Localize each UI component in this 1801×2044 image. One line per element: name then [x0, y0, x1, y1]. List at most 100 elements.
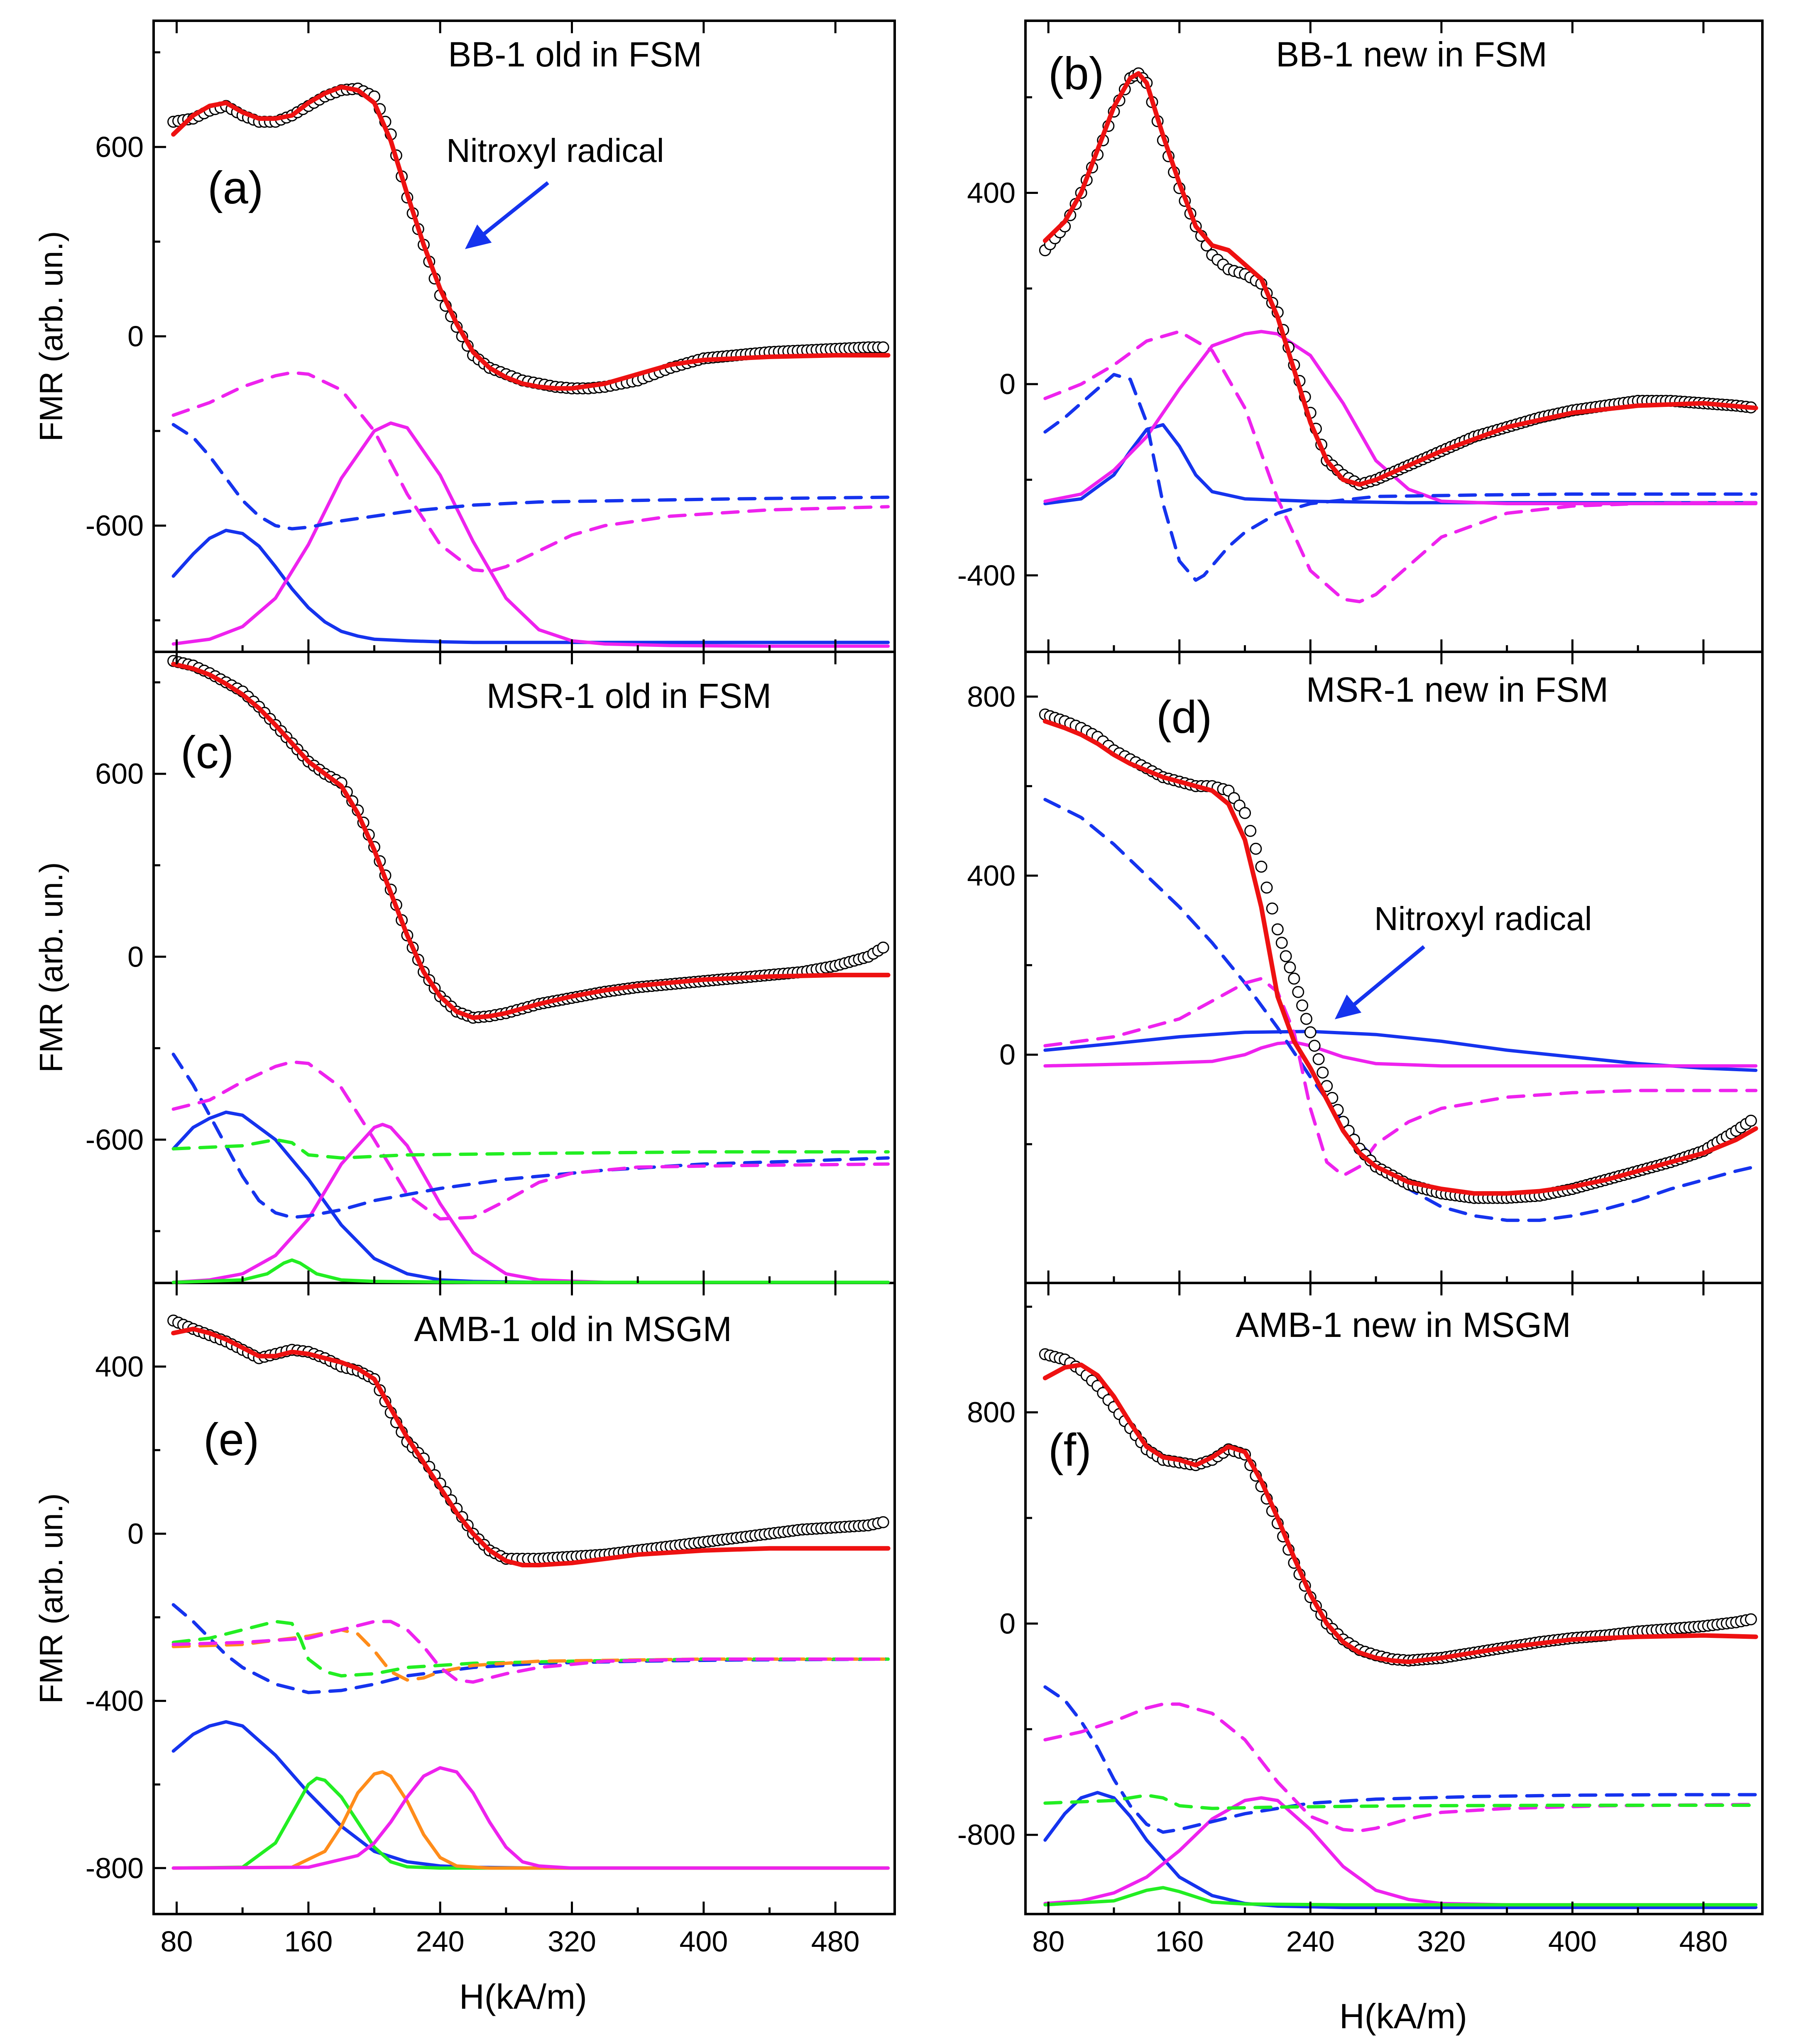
panel-d-annotation: Nitroxyl radical [1374, 900, 1592, 937]
panel-d-frame [1024, 651, 1764, 1284]
panel-c-frame [152, 651, 896, 1284]
panel-b-series-fit [1042, 71, 1758, 487]
panel-c-series-magenta-dispersion [171, 1060, 890, 1221]
panel-c-tag: (c) [181, 727, 234, 778]
panel-f-title: AMB-1 new in MSGM [1236, 1305, 1571, 1344]
panel-c-series-fit [171, 661, 891, 1020]
panel-f-xtick-label: 320 [1417, 1925, 1466, 1958]
panel-e-xtick-label: 160 [284, 1925, 333, 1958]
panel-e-series-fit [171, 1327, 891, 1567]
panel-d-data-point [1271, 923, 1284, 935]
panel-f-frame [1024, 1282, 1764, 1915]
panel-a-arrow-icon [476, 181, 549, 241]
panel-c-series-blue-dispersion [171, 1053, 890, 1219]
panel-e-ticks: 400 0 -400 -800 80 160 240 320 400 480 [86, 1283, 860, 1958]
panel-f-ticks: 800 0 -800 80 160 240 320 400 480 [957, 1283, 1728, 1958]
panel-f-series-blue-absorption [1043, 1791, 1758, 1909]
panel-d-data-point [1300, 1013, 1312, 1025]
panel-e-xtick-label: 80 [161, 1925, 193, 1958]
panel-f-series-fit [1042, 1362, 1758, 1665]
panel-d-series-magenta-absorption [1043, 1040, 1758, 1068]
panel-d-data-point [1239, 807, 1251, 819]
panel-d-ticks: 800 400 0 [967, 652, 1705, 1283]
panel-d-data-point [1250, 842, 1262, 855]
panel-d-arrow-icon [1350, 945, 1425, 1009]
panel-f-ytick-label: 800 [967, 1396, 1016, 1429]
panel-d-data-point [1296, 999, 1309, 1012]
panel-a-series-blue-absorption [171, 529, 890, 644]
panel-b-series-blue-dispersion [1043, 373, 1758, 582]
panel-b-series-magenta-absorption [1043, 330, 1758, 505]
panel-f-series-blue-dispersion [1043, 1685, 1758, 1834]
panel-e-ytick-label: -400 [86, 1685, 144, 1717]
panel-b-series-experiment [1039, 67, 1757, 491]
panel-d-ytick-label: 0 [999, 1038, 1016, 1071]
panel-d-tag: (d) [1156, 692, 1212, 743]
panel-d-series-magenta-dispersion [1043, 977, 1758, 1177]
panel-f-series-magenta-absorption [1043, 1796, 1758, 1907]
y-axis-label-a: FMR (arb. un.) [33, 231, 69, 441]
panel-d-series-blue-dispersion [1043, 798, 1758, 1222]
y-axis-label-c: FMR (arb. un.) [33, 862, 69, 1072]
panel-a-ytick-label: 600 [95, 131, 144, 163]
panel-a-series-experiment [167, 82, 889, 394]
panel-b-series [1039, 67, 1758, 604]
panel-f-xtick-label: 480 [1679, 1925, 1728, 1958]
panel-d-title: MSR-1 new in FSM [1306, 670, 1608, 709]
panel-b-frame [1024, 20, 1764, 653]
panel-a-arrowhead-icon [465, 224, 492, 249]
panel-a-series-fit [171, 85, 891, 391]
panel-e-series-green-dispersion [171, 1620, 890, 1678]
y-axis-label-e: FMR (arb. un.) [33, 1493, 69, 1704]
panel-d-series-fit [1042, 719, 1758, 1196]
panel-c-ytick-label: -600 [86, 1124, 144, 1156]
panel-e-xtick-label: 320 [548, 1925, 596, 1958]
panel-f-series [1039, 1348, 1758, 1909]
panel-c-data-point [877, 941, 889, 954]
panel-e-frame [152, 1282, 896, 1915]
panel-d-data-point [1292, 986, 1304, 998]
panel-b-ytick-label: -400 [957, 559, 1016, 592]
panel-c-title: MSR-1 old in FSM [487, 676, 771, 715]
panel-a-series-magenta-dispersion [171, 371, 890, 573]
panel-f-xtick-label: 400 [1548, 1925, 1597, 1958]
panel-e-xtick-label: 400 [679, 1925, 728, 1958]
panel-d-data-point [1255, 860, 1268, 873]
x-axis-label-right: H(kA/m) [1339, 1997, 1467, 2036]
panel-d-data-point [1244, 825, 1257, 837]
panel-c-ticks: 600 0 -600 [86, 652, 837, 1283]
panel-e-ytick-label: 400 [95, 1350, 144, 1383]
x-axis-label-left: H(kA/m) [459, 1977, 587, 2016]
panel-f-ytick-label: 0 [999, 1607, 1016, 1640]
panel-d-data-point [1745, 1114, 1757, 1127]
panel-d-data-point [1284, 961, 1296, 974]
panel-d-data-point [1275, 937, 1288, 949]
panel-a-tag: (a) [208, 162, 263, 213]
panel-b-ticks: 400 0 -400 [957, 21, 1705, 652]
panel-d-ytick-label: 800 [967, 681, 1016, 713]
panel-e-ytick-label: -800 [86, 1852, 144, 1884]
panel-c-series-magenta-absorption [171, 1123, 890, 1284]
panel-e-tag: (e) [203, 1414, 259, 1465]
panel-a-ytick-label: 0 [127, 320, 144, 352]
panel-f-series-magenta-dispersion [1043, 1702, 1758, 1833]
panel-e-series-magenta-dispersion [171, 1620, 890, 1684]
panel-c-ytick-label: 600 [95, 758, 144, 790]
panel-d-data-point [1304, 1026, 1316, 1038]
panel-b-series-blue-absorption [1043, 423, 1758, 505]
panel-f-series-green-dispersion [1043, 1793, 1758, 1810]
panel-a-series [167, 82, 891, 648]
panel-e-series-green-absorption [171, 1776, 890, 1870]
panel-d-ytick-label: 400 [967, 859, 1016, 892]
panel-d-data-point [1288, 972, 1300, 985]
panel-f-xtick-label: 80 [1032, 1925, 1064, 1958]
panel-f-series-experiment [1039, 1348, 1757, 1667]
panel-e-ytick-label: 0 [127, 1518, 144, 1550]
panel-c-series-green-absorption [171, 1258, 890, 1284]
panel-a-title: BB-1 old in FSM [448, 35, 702, 74]
panel-a-series-blue-dispersion [171, 423, 890, 531]
panel-f-xtick-label: 240 [1286, 1925, 1335, 1958]
panel-d-data-point [1280, 950, 1292, 962]
panel-e-xtick-label: 480 [811, 1925, 860, 1958]
